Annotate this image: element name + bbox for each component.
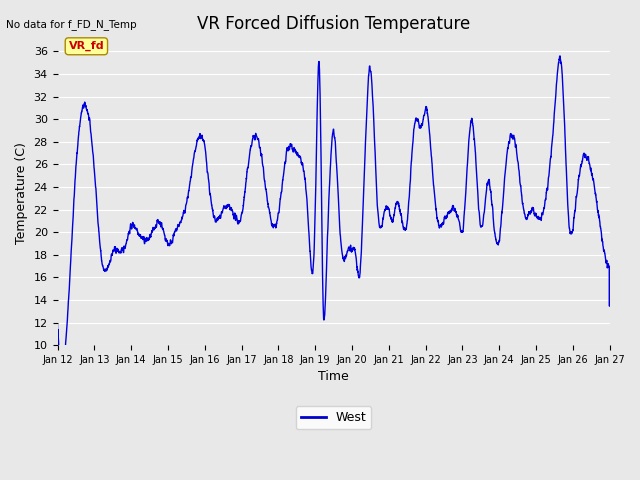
- Text: No data for f_FD_N_Temp: No data for f_FD_N_Temp: [6, 19, 137, 30]
- Text: VR_fd: VR_fd: [68, 41, 104, 51]
- X-axis label: Time: Time: [318, 371, 349, 384]
- Y-axis label: Temperature (C): Temperature (C): [15, 142, 28, 244]
- Legend: West: West: [296, 407, 371, 430]
- Title: VR Forced Diffusion Temperature: VR Forced Diffusion Temperature: [197, 15, 470, 33]
